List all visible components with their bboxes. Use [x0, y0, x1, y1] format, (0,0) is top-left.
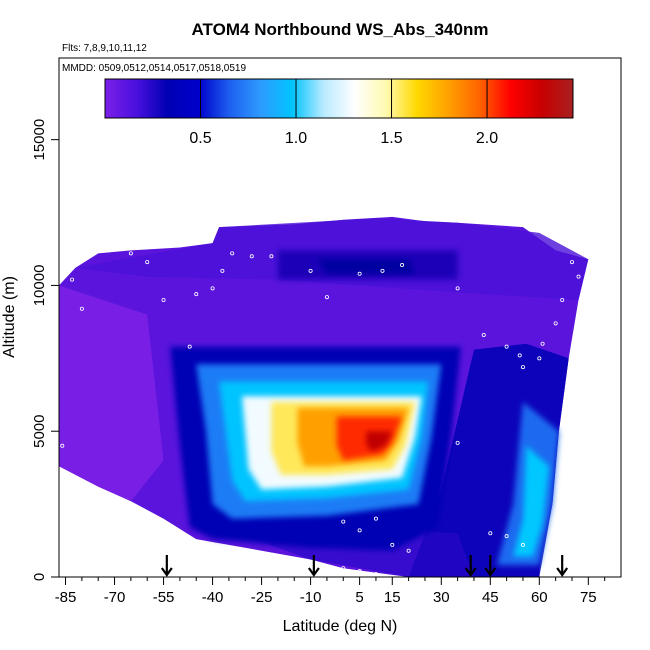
sample-point [70, 277, 75, 282]
y-axis-label: Altitude (m) [1, 276, 18, 358]
sample-point [308, 268, 313, 273]
x-tick-label: -70 [104, 589, 126, 606]
sample-point [380, 268, 385, 273]
sample-point [553, 321, 558, 326]
chart-title: ATOM4 Northbound WS_Abs_340nm [192, 20, 489, 39]
x-tick-label: 30 [433, 589, 450, 606]
sample-point [504, 534, 509, 539]
x-axis-label: Latitude (deg N) [283, 618, 398, 635]
x-tick-label: 15 [384, 589, 401, 606]
flight-arrow-head [484, 567, 497, 577]
sample-point [357, 569, 362, 574]
sample-point [520, 365, 525, 370]
sample-point [481, 332, 486, 337]
sample-point [187, 344, 192, 349]
sample-point [576, 274, 581, 279]
sample-point [308, 563, 313, 568]
y-tick-label: 10000 [31, 265, 48, 307]
sample-point [540, 341, 545, 346]
y-tick-label: 5000 [31, 415, 48, 448]
plume-darkred [366, 431, 393, 452]
colorbar-gradient [104, 78, 574, 119]
sample-point [341, 519, 346, 524]
x-tick-label: -25 [251, 589, 273, 606]
x-tick-label: 45 [482, 589, 499, 606]
dates-label: MMDD: 0509,0512,0514,0517,0518,0519 [62, 63, 246, 74]
sample-point [324, 295, 329, 300]
y-tick-label: 0 [31, 573, 48, 581]
colorbar-tick-label: 1.0 [285, 130, 307, 147]
flight-arrows [160, 555, 569, 577]
sample-point [106, 248, 111, 253]
sample-point [357, 271, 362, 276]
x-tick-label: -40 [202, 589, 224, 606]
sample-point [390, 542, 395, 547]
sample-point [128, 251, 133, 256]
sample-point [220, 268, 225, 273]
sample-point [249, 254, 254, 259]
sample-point [406, 548, 411, 553]
sample-point [161, 298, 166, 303]
colorbar-tick-label: 1.5 [380, 130, 402, 147]
sample-point [269, 254, 274, 259]
y-tick-label: 15000 [31, 119, 48, 161]
plot-area [59, 216, 589, 577]
sample-point [230, 251, 235, 256]
sample-point [455, 440, 460, 445]
sample-point [194, 292, 199, 297]
sample-point [210, 542, 215, 547]
sample-point [210, 286, 215, 291]
envelope-left-band [59, 285, 164, 502]
colorbar: 0.5 1.0 1.5 2.0 [104, 78, 574, 147]
x-tick-label: 60 [531, 589, 548, 606]
sample-point [560, 298, 565, 303]
flight-arrow-head [464, 567, 477, 577]
sample-point [341, 566, 346, 571]
x-tick-label: 5 [355, 589, 363, 606]
sample-point [145, 260, 150, 265]
colorbar-tick-label: 2.0 [476, 130, 498, 147]
sample-point [357, 528, 362, 533]
flight-arrow-head [307, 567, 320, 577]
colorbar-tick-label: 0.5 [189, 130, 211, 147]
right-plume-inner [513, 445, 550, 557]
sample-point [79, 306, 84, 311]
plot-frame [58, 57, 622, 578]
flight-arrow-head [160, 567, 173, 577]
x-tick-label: -85 [55, 589, 77, 606]
sample-point [537, 356, 542, 361]
y-axis: 0 5000 10000 15000 [31, 119, 59, 581]
sample-point [517, 353, 522, 358]
flights-label: Flts: 7,8,9,10,11,12 [62, 43, 147, 54]
x-tick-label: 75 [580, 589, 597, 606]
x-axis: -85 -70 -55 -40 -25 -10 5 15 30 45 60 75 [55, 577, 606, 606]
secondary-layer-core [317, 259, 416, 274]
sample-point [520, 542, 525, 547]
flight-arrow-head [556, 567, 569, 577]
sample-point [373, 516, 378, 521]
sample-point [400, 263, 405, 268]
x-tick-label: -55 [153, 589, 175, 606]
sample-point [60, 443, 65, 448]
sample-point [569, 260, 574, 265]
x-tick-label: -10 [300, 589, 322, 606]
sample-point [488, 531, 493, 536]
sample-point [373, 572, 378, 577]
sample-point [504, 344, 509, 349]
sample-point [455, 286, 460, 291]
